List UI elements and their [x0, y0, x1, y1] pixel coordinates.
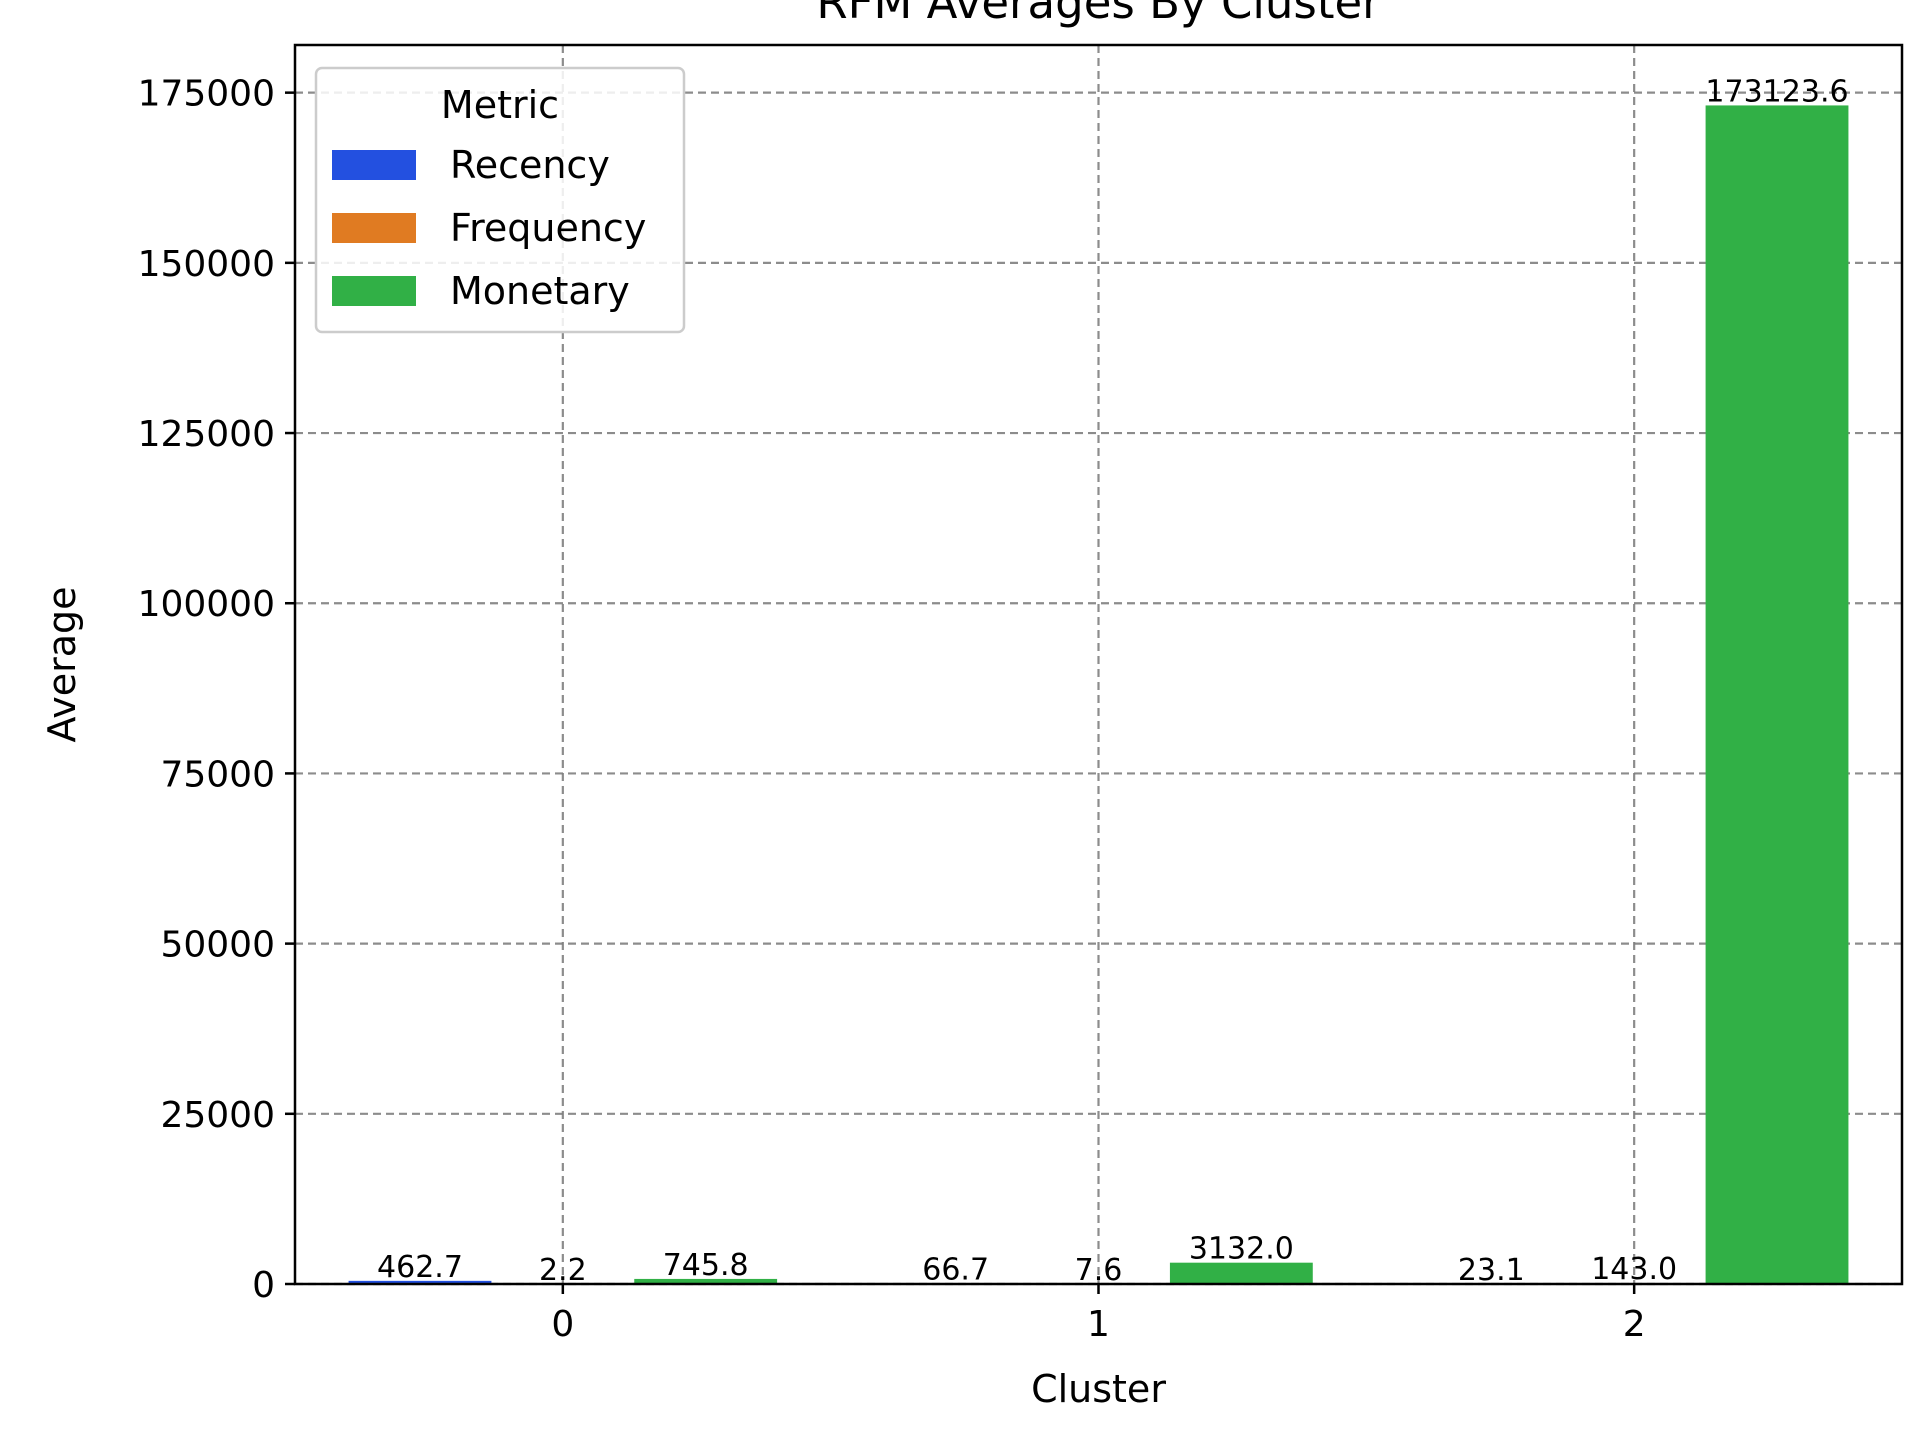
bar-monetary: [634, 1278, 778, 1284]
legend-swatch-frequency: [332, 213, 416, 243]
bar-monetary: [1705, 105, 1849, 1284]
y-tick-label: 0: [252, 1265, 275, 1306]
y-tick-label: 25000: [160, 1095, 275, 1136]
data-label: 23.1: [1458, 1253, 1525, 1288]
data-label: 2.2: [539, 1253, 587, 1288]
data-label: 462.7: [377, 1250, 463, 1285]
chart-title: RFM Averages By Cluster: [816, 0, 1381, 29]
legend-title: Metric: [441, 83, 559, 127]
bars: [348, 105, 1849, 1284]
bar-recency: [348, 1280, 492, 1284]
legend-label: Frequency: [450, 206, 646, 250]
y-tick-label: 100000: [138, 584, 275, 625]
y-tick-label: 75000: [160, 754, 275, 795]
legend-items: Recency Frequency Monetary: [332, 143, 646, 313]
y-tick-label: 50000: [160, 925, 275, 966]
data-label: 745.8: [663, 1248, 749, 1283]
x-tick-label: 0: [551, 1304, 574, 1345]
y-tick-label: 150000: [138, 244, 275, 285]
data-label: 7.6: [1075, 1253, 1123, 1288]
legend-label: Monetary: [450, 269, 630, 313]
legend-swatch-monetary: [332, 276, 416, 306]
y-axis-label: Average: [40, 586, 84, 742]
data-label: 143.0: [1591, 1252, 1677, 1287]
data-label: 3132.0: [1189, 1232, 1294, 1267]
x-tick-label: 1: [1087, 1304, 1110, 1345]
data-label: 173123.6: [1705, 74, 1848, 109]
axis-ticks: 0 25000 50000 75000 100000 125000 150000 175000…: [138, 74, 1646, 1345]
bar-monetary: [1169, 1262, 1313, 1284]
legend-box: [314, 66, 686, 334]
x-tick-label: 2: [1623, 1304, 1646, 1345]
data-labels: 462.7 66.7 23.1 2.2 7.6 143.0 745.8 3132.0 17312…: [377, 74, 1849, 1288]
legend: Metric Recency Frequency Monetary: [314, 66, 686, 334]
y-tick-label: 175000: [138, 74, 275, 115]
data-label: 66.7: [922, 1253, 989, 1288]
x-axis-label: Cluster: [1031, 1367, 1166, 1411]
legend-swatch-recency: [332, 150, 416, 180]
legend-label: Recency: [450, 143, 610, 187]
y-tick-label: 125000: [138, 414, 275, 455]
